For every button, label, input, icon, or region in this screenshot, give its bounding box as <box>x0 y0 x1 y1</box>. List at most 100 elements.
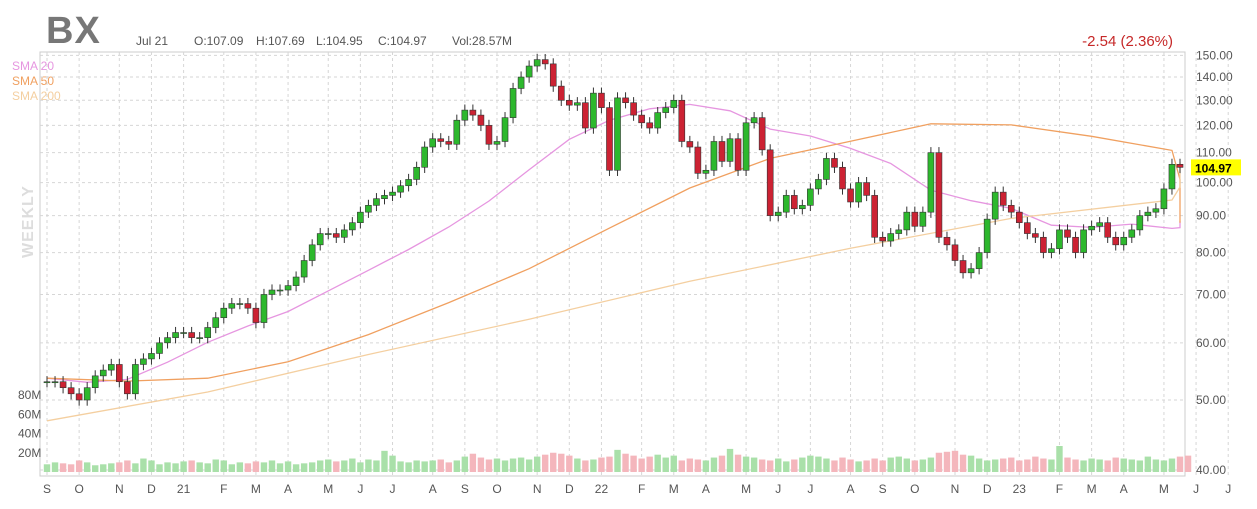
candle-body <box>1088 225 1095 231</box>
volume-bar <box>614 449 621 472</box>
volume-bar <box>750 457 758 472</box>
volume-bar <box>140 458 147 472</box>
volume-bar <box>1000 458 1007 472</box>
price-tick-label: 80.00 <box>1196 246 1226 260</box>
candle-body <box>598 92 605 108</box>
price-tick-label: 90.00 <box>1196 209 1226 223</box>
candle-body <box>670 99 678 108</box>
time-tick-label: J <box>1225 482 1231 496</box>
plot-frame <box>39 51 1186 477</box>
volume-bar <box>606 456 613 472</box>
volume-bar <box>919 459 927 472</box>
candle-body <box>1024 222 1031 234</box>
time-tick-label: A <box>429 482 437 496</box>
volume-bar <box>485 459 493 472</box>
candle-body <box>903 211 911 231</box>
candle-body <box>935 152 943 238</box>
candle-body <box>807 188 814 206</box>
volume-bar <box>758 459 766 472</box>
volume-bar <box>284 461 292 472</box>
candle-body <box>694 146 702 174</box>
candle-body <box>1104 222 1111 238</box>
volume-bar <box>935 452 943 472</box>
volume-bar <box>1016 460 1023 472</box>
volume-bar <box>742 456 750 472</box>
candle-body <box>349 222 356 231</box>
quote-low: L:104.95 <box>316 34 363 48</box>
candle-body <box>525 65 533 78</box>
candle-body <box>461 109 469 121</box>
volume-bar <box>1168 458 1176 472</box>
volume-bar <box>646 456 653 472</box>
volume-bar <box>1088 458 1095 472</box>
candle-body <box>895 229 903 234</box>
volume-bar <box>188 460 195 472</box>
volume-bar <box>726 448 734 472</box>
volume-bar <box>437 459 444 472</box>
candle-body <box>204 327 212 338</box>
volume-bar <box>413 460 420 472</box>
volume-bar <box>317 460 324 472</box>
sma-200-line <box>46 162 1181 422</box>
candle-body <box>646 122 653 129</box>
volume-bar <box>477 457 485 472</box>
volume-bar <box>59 463 67 472</box>
candle-body <box>1096 222 1103 227</box>
volume-bar <box>1048 459 1055 472</box>
candle-body <box>999 191 1007 206</box>
candle-body <box>638 114 645 124</box>
candle-body <box>574 102 581 106</box>
candle-body <box>758 117 766 151</box>
volume-bar <box>1112 457 1119 472</box>
candle-body <box>308 244 316 261</box>
price-tick-label: 150.00 <box>1196 48 1233 62</box>
volume-bar <box>1184 455 1192 472</box>
price-tick-label: 70.00 <box>1196 287 1226 301</box>
time-tick-label: M <box>323 482 333 496</box>
volume-bar <box>1104 460 1111 472</box>
volume-bar <box>164 462 171 472</box>
ticker-symbol: BX <box>46 10 101 52</box>
volume-bar <box>244 463 252 472</box>
volume-bar <box>1080 460 1087 472</box>
price-tick-label: 120.00 <box>1196 118 1233 132</box>
candle-body <box>357 211 364 223</box>
time-tick-label: M <box>669 482 679 496</box>
candle-body <box>734 138 742 171</box>
time-tick-label: D <box>147 482 156 496</box>
candle-body <box>654 112 661 129</box>
volume-bar <box>1072 459 1079 472</box>
candle-body <box>606 107 613 171</box>
volume-bar <box>1040 458 1047 472</box>
volume-bar <box>1152 459 1160 472</box>
volume-bar <box>927 457 935 472</box>
volume-bar <box>734 454 742 472</box>
volume-bar <box>766 460 774 472</box>
candle-body <box>622 97 629 104</box>
candle-body <box>718 141 726 162</box>
volume-bar <box>1064 457 1071 472</box>
candle-body <box>742 122 750 171</box>
volume-bar <box>116 462 123 472</box>
candle-body <box>959 260 967 274</box>
time-tick-label: J <box>357 482 363 496</box>
volume-bar <box>1008 457 1015 472</box>
candle-body <box>228 303 236 309</box>
price-tick-label: 100.00 <box>1196 176 1233 190</box>
volume-bar <box>365 459 372 472</box>
volume-bar <box>566 455 573 472</box>
volume-bar <box>1144 456 1152 472</box>
candle-body <box>116 364 123 383</box>
candle-body <box>469 109 477 116</box>
candle-body <box>590 92 597 129</box>
time-tick-label: D <box>565 482 574 496</box>
candle-body <box>276 289 284 292</box>
candle-body <box>710 141 718 171</box>
quote-open: O:107.09 <box>194 34 244 48</box>
volume-bar <box>887 457 894 472</box>
candle-body <box>517 76 525 89</box>
volume-bar <box>172 463 179 472</box>
volume-bar <box>1120 458 1127 472</box>
volume-bar <box>694 459 702 472</box>
